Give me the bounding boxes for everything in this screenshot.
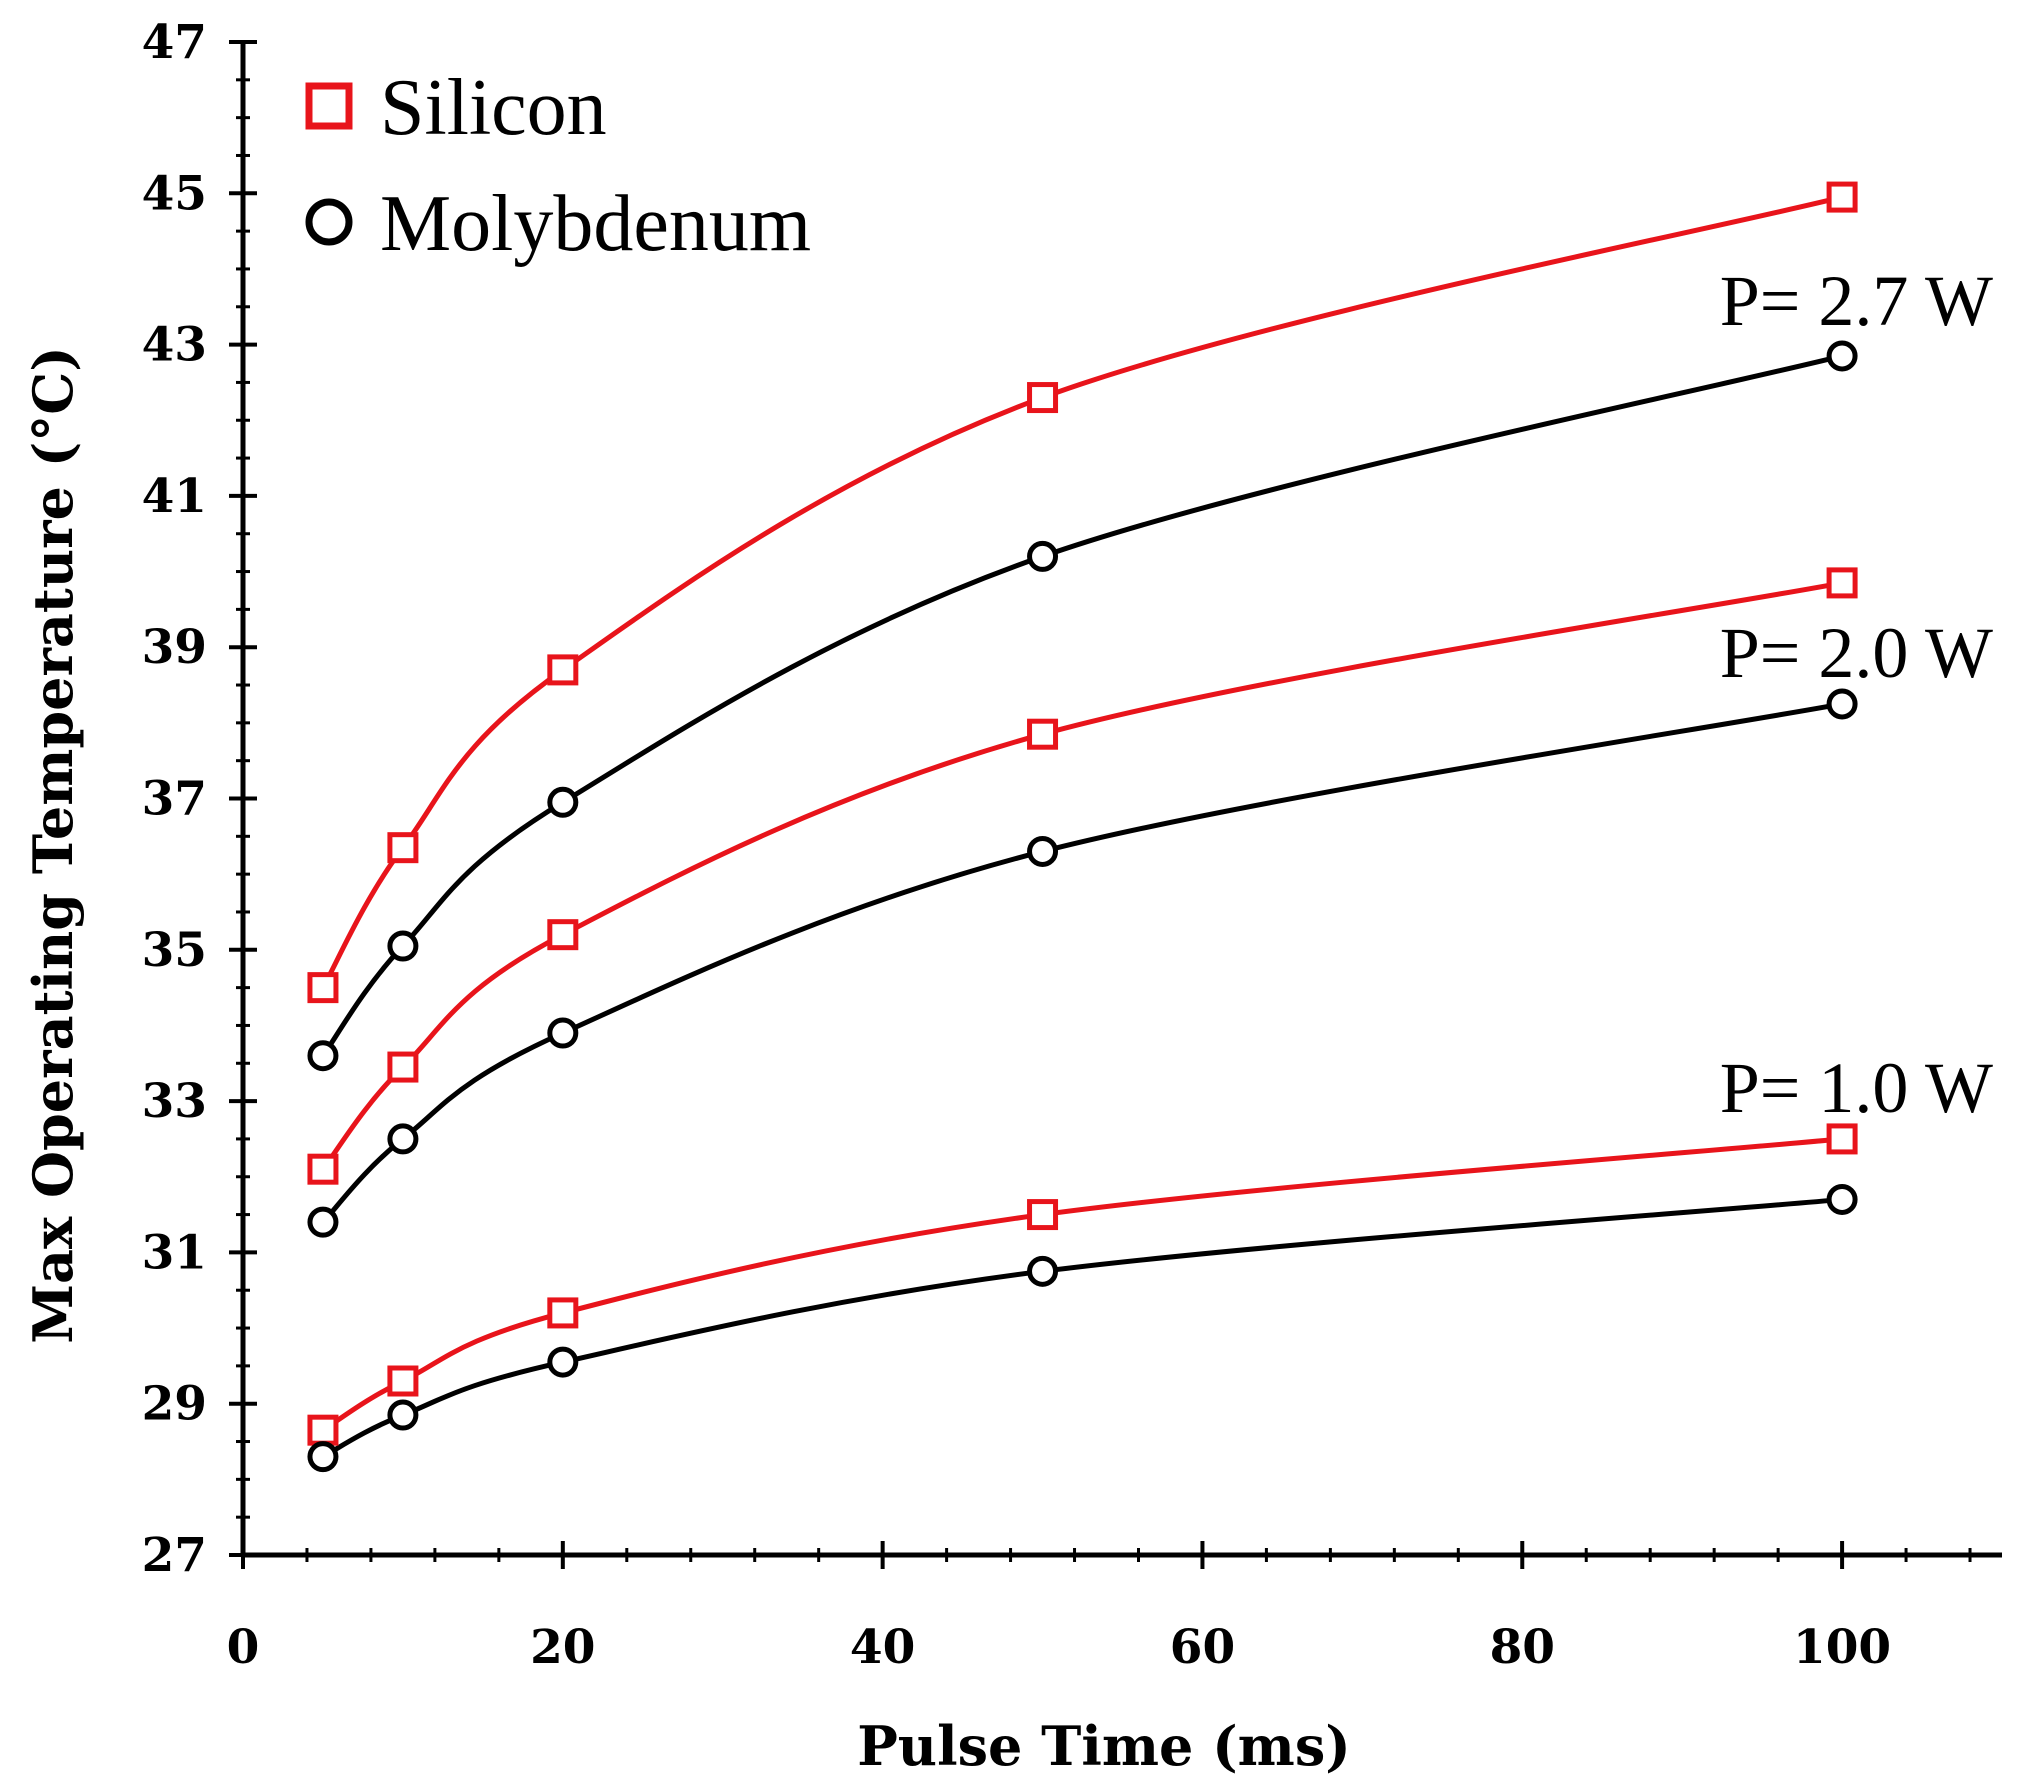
- x-axis-title: Pulse Time (ms): [857, 1714, 1351, 1778]
- annotations: P= 2.7 W P= 2.0 W P= 1.0 W: [1720, 261, 1993, 1128]
- data-point-silicon-1_0w: [1826, 1123, 1858, 1155]
- data-point-molybdenum-2_0w: [1826, 688, 1858, 720]
- data-point-molybdenum-2_7w: [307, 1040, 339, 1072]
- y-axis-title: Max Operating Temperature (°C): [21, 346, 85, 1344]
- data-point-molybdenum-2_0w: [307, 1206, 339, 1238]
- data-point-silicon-2_0w: [387, 1051, 419, 1083]
- data-point-silicon-1_0w: [387, 1365, 419, 1397]
- legend-label: Molybdenum: [380, 180, 811, 268]
- x-tick-label: 80: [1490, 1620, 1555, 1675]
- y-tick-label: 33: [142, 1074, 207, 1129]
- data-point-silicon-1_0w: [547, 1297, 579, 1329]
- y-tick-label: 35: [142, 923, 207, 978]
- data-point-silicon-2_0w: [307, 1153, 339, 1185]
- x-tick-label: 60: [1170, 1620, 1235, 1675]
- y-tick-label: 47: [142, 15, 207, 70]
- data-point-molybdenum-1_0w: [387, 1399, 419, 1431]
- data-point-molybdenum-2_0w: [387, 1123, 419, 1155]
- data-point-silicon-2_0w: [547, 919, 579, 951]
- data-point-silicon-2_7w: [1826, 181, 1858, 213]
- data-point-silicon-2_0w: [1826, 567, 1858, 599]
- axes: 27 29 31 33 35 37 39 41 43 45 47 0 20 40 60 80 100: [142, 15, 2002, 1675]
- x-tick-label: 0: [227, 1620, 260, 1675]
- power-annotation: P= 1.0 W: [1720, 1048, 1993, 1128]
- y-tick-label: 43: [142, 318, 207, 373]
- y-tick-label: 27: [142, 1528, 207, 1583]
- y-tick-label: 45: [142, 166, 207, 221]
- data-point-molybdenum-2_0w: [547, 1017, 579, 1049]
- data-point-silicon-2_7w: [1027, 382, 1059, 414]
- data-point-molybdenum-1_0w: [547, 1346, 579, 1378]
- data-point-silicon-2_7w: [547, 654, 579, 686]
- data-point-silicon-1_0w: [1027, 1199, 1059, 1231]
- data-point-silicon-2_7w: [387, 832, 419, 864]
- legend: Silicon Molybdenum: [305, 64, 811, 268]
- data-point-silicon-1_0w: [307, 1414, 339, 1446]
- data-point-molybdenum-2_7w: [387, 930, 419, 962]
- y-tick-label: 37: [142, 772, 207, 827]
- legend-label: Silicon: [380, 64, 607, 152]
- series-markers: [307, 181, 1858, 1473]
- x-tick-label: 40: [850, 1620, 915, 1675]
- data-point-molybdenum-1_0w: [1826, 1183, 1858, 1215]
- data-point-silicon-2_7w: [307, 972, 339, 1004]
- data-point-molybdenum-2_0w: [1027, 835, 1059, 867]
- y-tick-label: 29: [142, 1377, 207, 1432]
- data-point-molybdenum-2_7w: [547, 786, 579, 818]
- x-tick-label: 20: [530, 1620, 595, 1675]
- x-tick-label: 100: [1793, 1620, 1891, 1675]
- data-point-molybdenum-1_0w: [307, 1441, 339, 1473]
- power-annotation: P= 2.7 W: [1720, 261, 1993, 341]
- data-point-silicon-2_0w: [1027, 718, 1059, 750]
- data-point-molybdenum-1_0w: [1027, 1255, 1059, 1287]
- data-point-molybdenum-2_7w: [1027, 540, 1059, 572]
- data-point-molybdenum-2_7w: [1826, 340, 1858, 372]
- y-tick-label: 31: [142, 1225, 207, 1280]
- legend-marker-square: [305, 82, 353, 130]
- legend-marker-circle: [305, 198, 353, 246]
- y-tick-label: 39: [142, 620, 207, 675]
- y-tick-label: 41: [142, 469, 207, 524]
- power-annotation: P= 2.0 W: [1720, 613, 1993, 693]
